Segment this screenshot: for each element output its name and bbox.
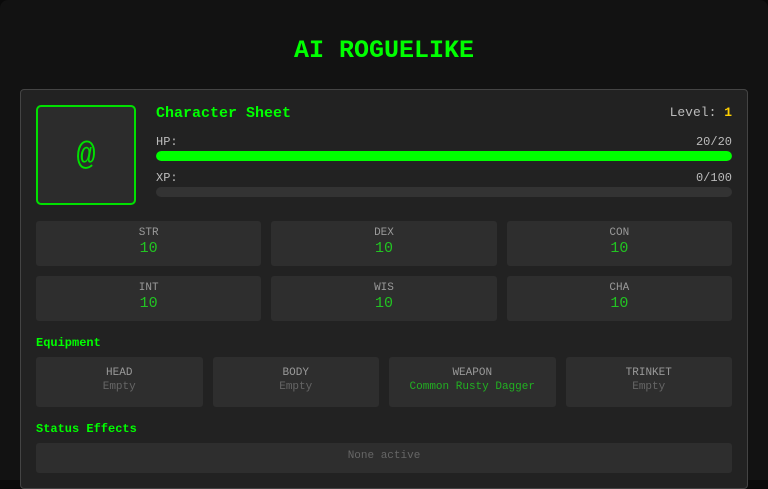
stat-value: 10 (610, 240, 629, 257)
stat-con: CON 10 (506, 221, 732, 266)
level-display: Level: 1 (670, 105, 732, 120)
slot-name: WEAPON (452, 367, 493, 379)
stat-wis: WIS 10 (271, 276, 497, 321)
level-label: Level: (669, 105, 717, 120)
stat-name: INT (138, 282, 159, 294)
stats-grid: STR 10 DEX 10 CON 10 INT 10 WIS 10 CHA 10 (36, 221, 732, 321)
hp-bar-fill (156, 151, 732, 161)
stat-cha: CHA 10 (506, 276, 732, 321)
stat-value: 10 (610, 295, 629, 312)
app-title: AI ROGUELIKE (293, 36, 475, 65)
slot-value: Empty (279, 381, 313, 393)
stat-value: 10 (374, 295, 393, 312)
xp-bar (156, 187, 732, 197)
stat-value: 10 (374, 240, 393, 257)
stat-name: CON (609, 227, 630, 239)
stat-name: STR (138, 227, 159, 239)
stat-value: 10 (139, 240, 158, 257)
equipment-grid: HEAD Empty BODY Empty WEAPON Common Rusty D… (36, 357, 732, 407)
stat-value: 10 (139, 295, 158, 312)
stat-dex: DEX 10 (271, 221, 497, 266)
status-effects-heading: Status Effects (36, 422, 137, 436)
stat-str: STR 10 (36, 221, 262, 266)
hp-label: HP: (156, 135, 178, 149)
hp-bar (156, 151, 732, 161)
slot-value: Empty (102, 381, 136, 393)
hp-value: 20/20 (695, 135, 732, 149)
slot-name: HEAD (106, 367, 133, 379)
equipment-heading: Equipment (36, 336, 101, 350)
equip-slot-trinket[interactable]: TRINKET Empty (565, 357, 732, 407)
xp-value: 0/100 (695, 171, 732, 185)
status-effects-box: None active (36, 443, 732, 473)
stat-name: CHA (609, 282, 630, 294)
slot-name: TRINKET (625, 367, 672, 379)
character-avatar: @ (36, 105, 136, 205)
slot-name: BODY (282, 367, 309, 379)
slot-value: Common Rusty Dagger (409, 381, 535, 393)
stat-name: DEX (374, 227, 394, 239)
equip-slot-weapon[interactable]: WEAPON Common Rusty Dagger (389, 357, 556, 407)
equip-slot-body[interactable]: BODY Empty (212, 357, 379, 407)
stat-int: INT 10 (36, 276, 262, 321)
character-panel: @ Character Sheet Level: 1 HP: 20/20 XP:… (20, 89, 748, 489)
stat-name: WIS (374, 282, 394, 294)
xp-label: XP: (156, 171, 178, 185)
slot-value: Empty (632, 381, 666, 393)
level-value: 1 (724, 105, 732, 120)
character-sheet-heading: Character Sheet (156, 105, 292, 122)
equip-slot-head[interactable]: HEAD Empty (36, 357, 203, 407)
